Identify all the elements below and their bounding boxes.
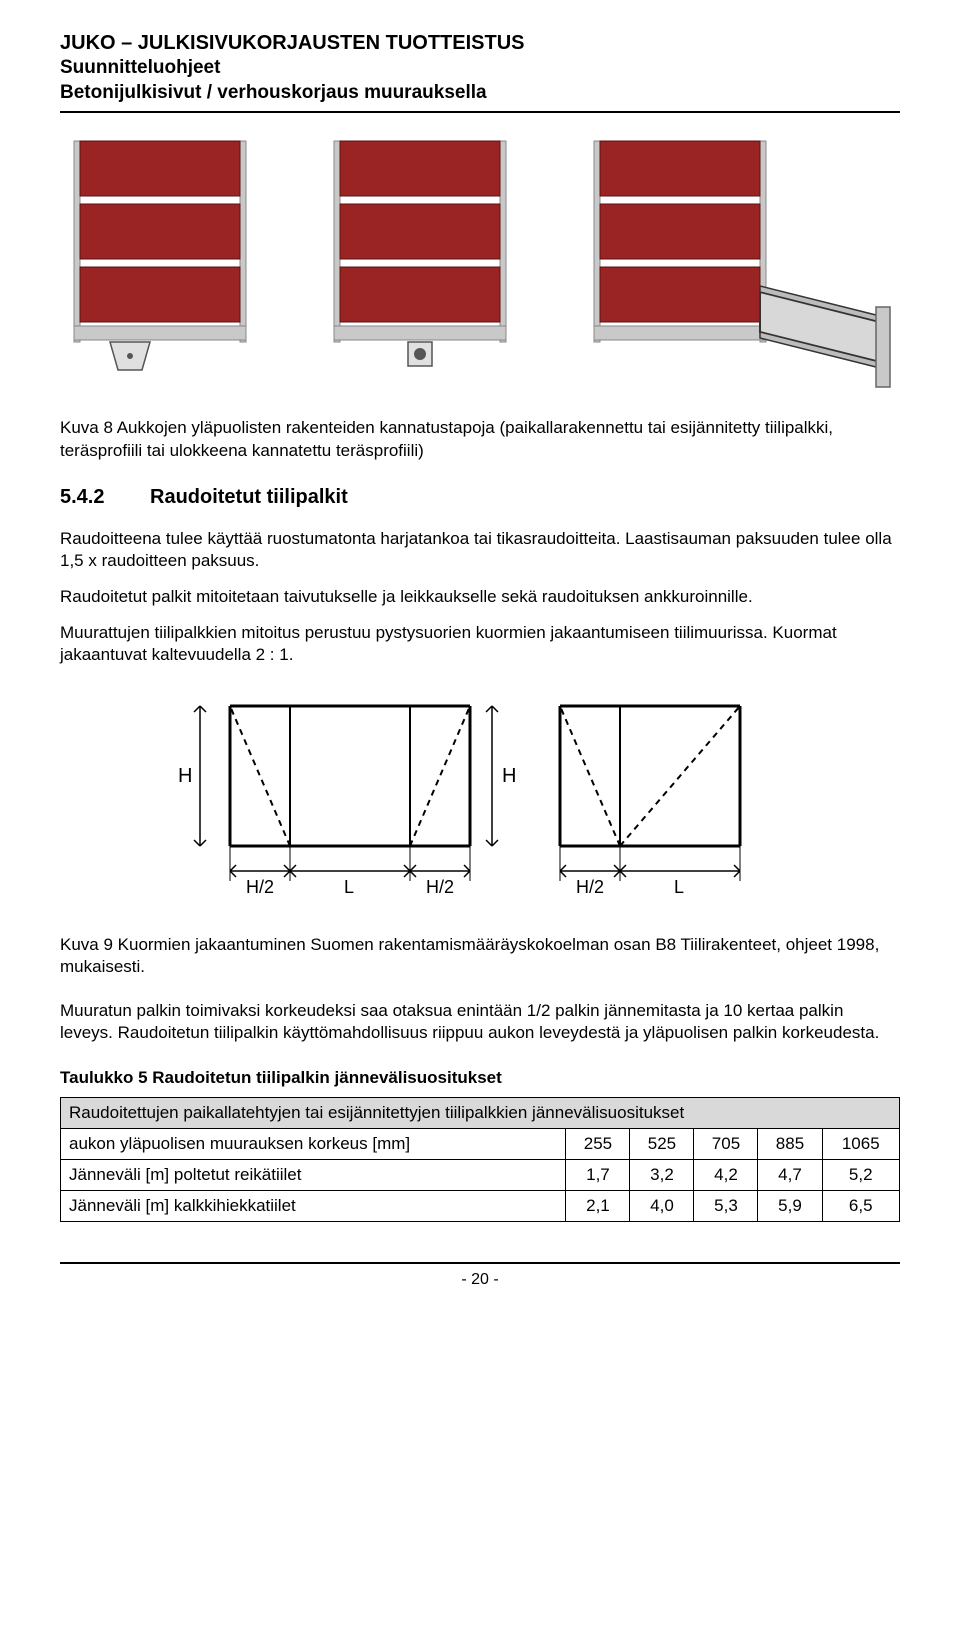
section-heading: 5.4.2 Raudoitetut tiilipalkit xyxy=(60,484,900,510)
paragraph-3: Muurattujen tiilipalkkien mitoitus perus… xyxy=(60,622,900,666)
svg-text:H: H xyxy=(502,765,516,787)
diagram-brick-lintel xyxy=(60,131,900,397)
svg-text:H/2: H/2 xyxy=(426,877,454,897)
table-cell: 4,7 xyxy=(758,1159,822,1190)
svg-text:L: L xyxy=(344,877,354,897)
table-cell: 6,5 xyxy=(822,1190,900,1221)
svg-text:H: H xyxy=(178,765,192,787)
caption-figure-9: Kuva 9 Kuormien jakaantuminen Suomen rak… xyxy=(60,934,900,978)
section-number: 5.4.2 xyxy=(60,484,150,510)
table-row-label: Jänneväli [m] kalkkihiekkatiilet xyxy=(61,1190,566,1221)
table-cell: 5,9 xyxy=(758,1190,822,1221)
page-number: - 20 - xyxy=(60,1262,900,1291)
table-merged-header: Raudoitettujen paikallatehtyjen tai esij… xyxy=(61,1097,900,1128)
table-cell: 4,0 xyxy=(630,1190,694,1221)
section-title: Raudoitetut tiilipalkit xyxy=(150,484,348,510)
table-row-label: Jänneväli [m] poltetut reikätiilet xyxy=(61,1159,566,1190)
table-title: Taulukko 5 Raudoitetun tiilipalkin jänne… xyxy=(60,1067,900,1089)
table-cell: 1,7 xyxy=(566,1159,630,1190)
doc-header-1: JUKO – JULKISIVUKORJAUSTEN TUOTTEISTUS xyxy=(60,30,900,56)
table-cell: 3,2 xyxy=(630,1159,694,1190)
table-cell: 4,2 xyxy=(694,1159,758,1190)
table-row-header-label: aukon yläpuolisen muurauksen korkeus [mm… xyxy=(61,1128,566,1159)
table-col-4: 1065 xyxy=(822,1128,900,1159)
span-table: Raudoitettujen paikallatehtyjen tai esij… xyxy=(60,1097,900,1222)
doc-header-3: Betonijulkisivut / verhouskorjaus muurau… xyxy=(60,81,900,114)
doc-header-2: Suunnitteluohjeet xyxy=(60,56,900,81)
table-col-2: 705 xyxy=(694,1128,758,1159)
diagram-load-distribution: H H/2 L H/2 H H/2 L xyxy=(60,686,900,916)
table-col-3: 885 xyxy=(758,1128,822,1159)
table-header-row: aukon yläpuolisen muurauksen korkeus [mm… xyxy=(61,1128,900,1159)
caption-figure-8: Kuva 8 Aukkojen yläpuolisten rakenteiden… xyxy=(60,417,900,461)
paragraph-4: Muuratun palkin toimivaksi korkeudeksi s… xyxy=(60,1000,900,1044)
table-col-1: 525 xyxy=(630,1128,694,1159)
table-cell: 5,2 xyxy=(822,1159,900,1190)
table-col-0: 255 xyxy=(566,1128,630,1159)
svg-text:H/2: H/2 xyxy=(576,877,604,897)
table-cell: 5,3 xyxy=(694,1190,758,1221)
table-cell: 2,1 xyxy=(566,1190,630,1221)
svg-text:L: L xyxy=(674,877,684,897)
table-row: Jänneväli [m] poltetut reikätiilet 1,7 3… xyxy=(61,1159,900,1190)
paragraph-1: Raudoitteena tulee käyttää ruostumatonta… xyxy=(60,528,900,572)
table-row: Jänneväli [m] kalkkihiekkatiilet 2,1 4,0… xyxy=(61,1190,900,1221)
paragraph-2: Raudoitetut palkit mitoitetaan taivutuks… xyxy=(60,586,900,608)
svg-text:H/2: H/2 xyxy=(246,877,274,897)
